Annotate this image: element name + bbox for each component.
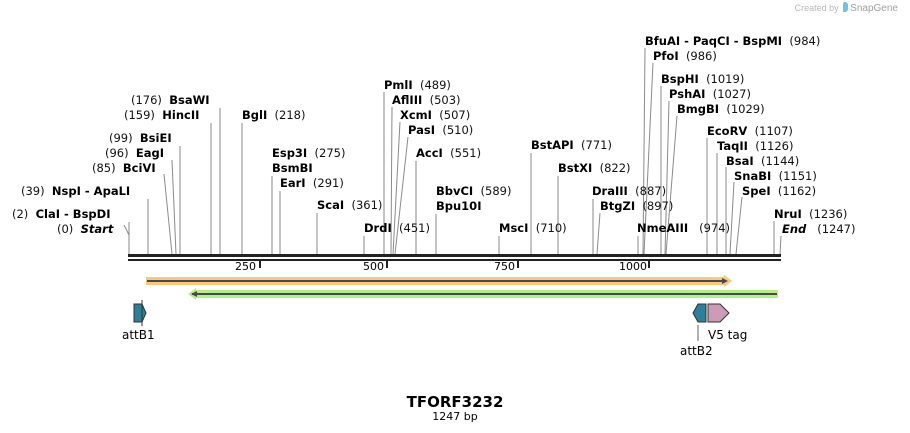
credit-prefix: Created by bbox=[794, 3, 839, 13]
v5-tag-feature[interactable] bbox=[707, 303, 730, 323]
site-btgzi[interactable]: BtgZI (897) bbox=[600, 199, 674, 213]
construct-title: TFORF3232 bbox=[406, 393, 504, 411]
site-ecorv[interactable]: EcoRV (1107) bbox=[707, 124, 793, 138]
site-bsmbi[interactable]: BsmBI bbox=[272, 161, 313, 175]
site-esp3i[interactable]: Esp3I (275) bbox=[272, 146, 346, 160]
axis-ticks bbox=[259, 261, 650, 268]
site-pmli[interactable]: PmlI (489) bbox=[384, 78, 451, 92]
site-bgli[interactable]: BglI (218) bbox=[242, 108, 306, 122]
site-nmeaiii[interactable]: NmeAIII (974) bbox=[637, 221, 731, 235]
site-eagi[interactable]: (96) EagI bbox=[105, 146, 165, 160]
site-bsai[interactable]: BsaI (1144) bbox=[726, 154, 800, 168]
site-bfuai[interactable]: BfuAI - PaqCI - BspMI (984) bbox=[645, 34, 821, 48]
site-bcivi[interactable]: (85) BciVI bbox=[92, 161, 156, 175]
site-xcmi[interactable]: XcmI (507) bbox=[400, 108, 471, 122]
site-acci[interactable]: AccI (551) bbox=[416, 146, 482, 160]
tick-label-1000: 1000 bbox=[619, 260, 647, 273]
site-spei[interactable]: SpeI (1162) bbox=[742, 184, 817, 198]
orf-forward-arrow[interactable] bbox=[146, 275, 732, 287]
site-hincii[interactable]: (159) HincII bbox=[124, 108, 200, 122]
site-msci[interactable]: MscI (710) bbox=[499, 221, 567, 235]
site-nspi[interactable]: (39) NspI - ApaLI bbox=[21, 184, 131, 198]
attb1-feature[interactable] bbox=[133, 300, 147, 326]
site-bsphi[interactable]: BspHI (1019) bbox=[661, 72, 745, 86]
site-pasi[interactable]: PasI (510) bbox=[408, 123, 474, 137]
tick-label-500: 500 bbox=[363, 260, 384, 273]
site-afliii[interactable]: AflIII (503) bbox=[392, 93, 461, 107]
site-bsawi[interactable]: (176) BsaWI bbox=[131, 93, 210, 107]
backbone-top-strand bbox=[128, 254, 781, 257]
site-bsiei[interactable]: (99) BsiEI bbox=[109, 131, 172, 145]
site-pshai[interactable]: PshAI (1027) bbox=[669, 87, 751, 101]
attb1-label: attB1 bbox=[122, 328, 155, 342]
site-eari[interactable]: EarI (291) bbox=[280, 176, 344, 190]
site-draiii[interactable]: DraIII (887) bbox=[592, 184, 667, 198]
tick-label-750: 750 bbox=[494, 260, 515, 273]
site-end[interactable]: End (1247) bbox=[782, 222, 856, 236]
site-bstxi[interactable]: BstXI (822) bbox=[558, 161, 631, 175]
site-pfoi[interactable]: PfoI (986) bbox=[653, 49, 717, 63]
v5-tag-label: V5 tag bbox=[708, 328, 748, 342]
attb2-feature[interactable] bbox=[692, 303, 707, 341]
snapgene-credit: Created by SnapGene bbox=[795, 2, 898, 14]
site-snabi[interactable]: SnaBI (1151) bbox=[734, 169, 817, 183]
site-bmgbi[interactable]: BmgBI (1029) bbox=[677, 102, 765, 116]
site-scai[interactable]: ScaI (361) bbox=[317, 198, 383, 212]
snapgene-logo-icon bbox=[843, 2, 849, 12]
site-taqii[interactable]: TaqII (1126) bbox=[717, 139, 794, 153]
site-clai[interactable]: (2) ClaI - BspDI bbox=[12, 207, 111, 221]
site-drdi[interactable]: DrdI (451) bbox=[364, 221, 430, 235]
construct-length: 1247 bp bbox=[432, 410, 478, 423]
site-nrui[interactable]: NruI (1236) bbox=[774, 207, 848, 221]
tick-label-250: 250 bbox=[235, 260, 256, 273]
backbone-bottom-strand bbox=[128, 259, 781, 261]
site-bpu10i[interactable]: Bpu10I bbox=[436, 199, 482, 213]
credit-brand: SnapGene bbox=[850, 3, 898, 14]
orf-reverse-arrow[interactable] bbox=[188, 288, 778, 300]
site-bstapi[interactable]: BstAPI (771) bbox=[531, 138, 612, 152]
attb2-label: attB2 bbox=[680, 344, 713, 358]
site-lines bbox=[123, 47, 782, 255]
site-start[interactable]: (0) Start bbox=[57, 222, 114, 236]
site-bbvci[interactable]: BbvCI (589) bbox=[436, 184, 512, 198]
